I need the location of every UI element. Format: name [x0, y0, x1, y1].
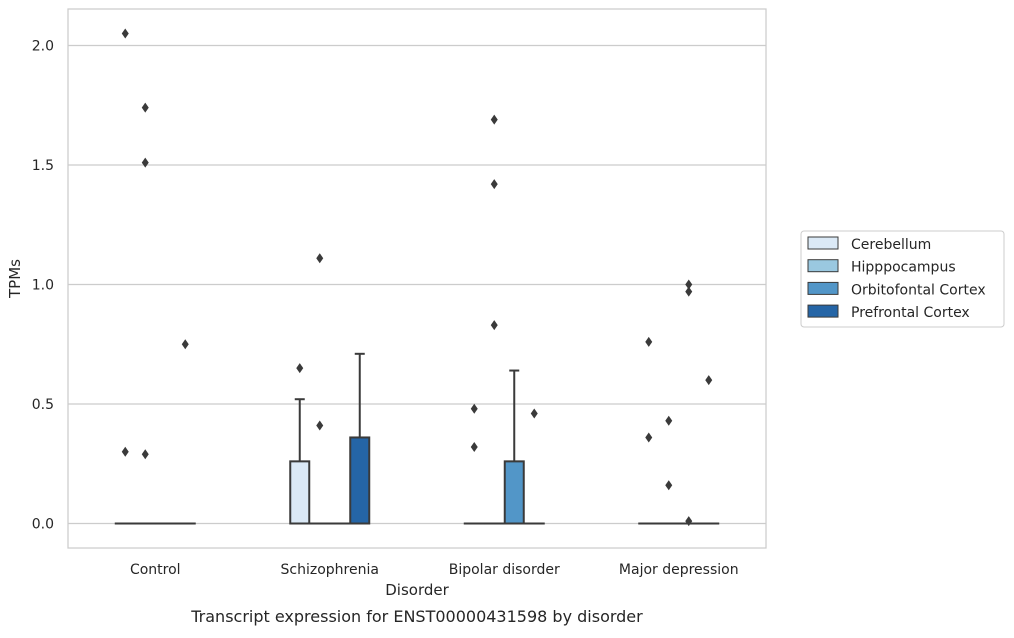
legend-label: Cerebellum: [851, 237, 931, 253]
outlier-point: [491, 179, 498, 189]
y-tick-label: 2.0: [32, 39, 54, 55]
outlier-layer: [122, 29, 713, 527]
legend-label: Prefrontal Cortex: [851, 305, 970, 321]
outlier-point: [491, 115, 498, 125]
legend-swatch: [808, 282, 838, 294]
grid-lines: [68, 46, 766, 524]
x-axis-label: Disorder: [385, 581, 449, 599]
y-tick-label: 0.5: [32, 397, 54, 413]
x-tick-label: Control: [130, 562, 181, 578]
y-tick-labels: 0.0 0.5 1.0 1.5 2.0: [32, 39, 54, 533]
box-cerebellum: [290, 399, 309, 523]
outlier-point: [705, 375, 712, 385]
outlier-point: [665, 416, 672, 426]
outlier-point: [471, 404, 478, 414]
box-layer: [116, 354, 719, 524]
y-tick-label: 0.0: [32, 517, 54, 533]
outlier-point: [645, 337, 652, 347]
box-prefrontal-cortex: [350, 354, 369, 524]
box-body: [290, 461, 309, 523]
box-orbitofontal-cortex: [505, 371, 524, 524]
x-tick-labels: Control Schizophrenia Bipolar disorder Majo…: [130, 562, 739, 578]
outlier-point: [471, 442, 478, 452]
box-body: [505, 461, 524, 523]
chart-caption: Transcript expression for ENST0000043159…: [190, 607, 643, 626]
legend: Cerebellum Hipppocampus Orbitofontal Corte…: [801, 231, 1004, 327]
outlier-point: [685, 516, 692, 526]
legend-swatch: [808, 305, 838, 317]
outlier-point: [142, 449, 149, 459]
x-tick-label: Bipolar disorder: [449, 562, 560, 578]
legend-swatch: [808, 237, 838, 249]
outlier-point: [122, 447, 129, 457]
x-tick-label: Schizophrenia: [281, 562, 379, 578]
outlier-point: [316, 253, 323, 263]
outlier-point: [665, 480, 672, 490]
outlier-point: [182, 339, 189, 349]
outlier-point: [531, 409, 538, 419]
outlier-point: [491, 320, 498, 330]
legend-label: Orbitofontal Cortex: [851, 282, 986, 298]
outlier-point: [645, 432, 652, 442]
y-tick-label: 1.0: [32, 278, 54, 294]
outlier-point: [122, 29, 129, 39]
legend-label: Hipppocampus: [851, 260, 956, 276]
y-tick-label: 1.5: [32, 158, 54, 174]
plot-frame: [68, 9, 766, 548]
outlier-point: [142, 103, 149, 113]
box-body: [350, 437, 369, 523]
outlier-point: [316, 421, 323, 431]
outlier-point: [142, 158, 149, 168]
legend-swatch: [808, 260, 838, 272]
outlier-point: [685, 287, 692, 297]
x-tick-label: Major depression: [619, 562, 739, 578]
y-axis-label: TPMs: [6, 259, 24, 299]
outlier-point: [296, 363, 303, 373]
